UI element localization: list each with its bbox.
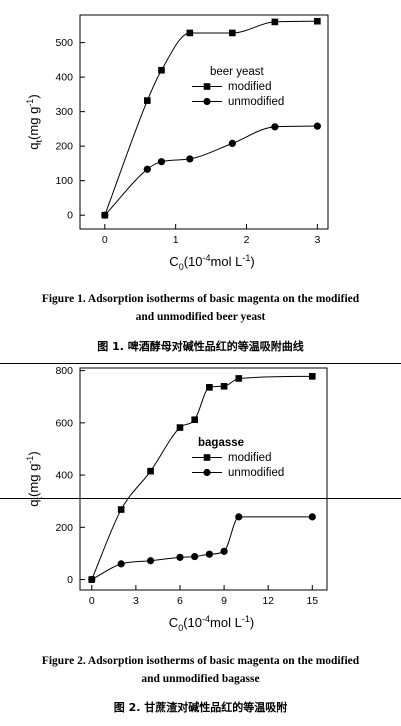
modified-data-point: [191, 416, 198, 424]
y-tick-label: 600: [55, 417, 73, 429]
legend-title: bagasse: [198, 437, 244, 449]
x-tick-label: 3: [133, 595, 139, 607]
x-tick-label: 1: [173, 234, 179, 246]
modified-data-point: [271, 18, 279, 26]
modified-data-point: [308, 373, 316, 380]
y-axis-label: qt(mg g-1): [25, 94, 44, 149]
chart-1: 0 1 2 3 0 100 200 300 400 500 C0(10-4mol L-1) qt(mg…: [25, 14, 329, 272]
modified-data-point: [206, 384, 213, 391]
x-tick-label: 0: [102, 234, 108, 246]
legend-title: beer yeast: [210, 66, 265, 78]
unmodified-data-point: [176, 553, 184, 561]
chart-2-frame: [79, 367, 328, 591]
modified-data-point: [144, 97, 151, 104]
legend-label-modified: modified: [228, 81, 271, 93]
chart-2: 0 3 6 9 12 15 0 200 400 600 800 C0(10-4mol L-1) qt(m…: [25, 365, 328, 633]
modified-data-point: [235, 375, 243, 382]
figure-1-caption-line-1: Figure 1. Adsorption isotherms of basic …: [41, 293, 360, 305]
y-tick-label: 800: [55, 365, 73, 377]
unmodified-data-point: [157, 158, 166, 166]
series-unmodified-line: [104, 125, 318, 216]
unmodified-data-point: [88, 575, 96, 584]
unmodified-data-point: [271, 123, 279, 131]
x-tick-label: 15: [306, 595, 318, 607]
x-axis-label: C0(10-4mol L-1): [169, 614, 254, 633]
chart-1-legend: beer yeast modified unmodified: [192, 66, 284, 108]
y-tick-label: 100: [55, 175, 73, 187]
legend-marker-circle: [203, 468, 211, 477]
modified-data-point: [147, 467, 154, 475]
legend-marker-circle: [203, 97, 211, 106]
legend-marker-square: [203, 83, 211, 90]
legend-label-unmodified: unmodified: [228, 467, 284, 479]
y-tick-label: 200: [55, 522, 73, 534]
y-axis-label: qt(mg g-1): [25, 451, 44, 506]
y-tick-label: 400: [55, 470, 73, 482]
unmodified-data-point: [228, 139, 236, 147]
x-tick-label: 2: [244, 234, 250, 246]
unmodified-data-point: [205, 550, 213, 558]
modified-data-point: [186, 29, 194, 37]
figure-1-caption-line-2: and unmodified beer yeast: [135, 311, 266, 323]
x-tick-label: 6: [177, 595, 183, 607]
y-tick-label: 500: [55, 37, 73, 49]
legend-label-unmodified: unmodified: [228, 96, 284, 108]
x-tick-label: 9: [221, 595, 227, 607]
legend-label-modified: modified: [228, 452, 271, 464]
modified-data-point: [158, 66, 165, 74]
figure-2-caption-line-1: Figure 2. Adsorption isotherms of basic …: [41, 655, 360, 667]
figure-2-caption-line-2: and unmodified bagasse: [141, 673, 260, 685]
unmodified-data-point: [146, 557, 155, 565]
figure-1-caption-en: Figure 1. Adsorption isotherms of basic …: [0, 290, 401, 326]
y-tick-label: 200: [55, 141, 73, 153]
legend-marker-square: [203, 454, 211, 461]
unmodified-data-point: [220, 547, 228, 555]
separator-line-middle: [0, 498, 401, 499]
chart-2-legend: bagasse modified unmodified: [192, 437, 284, 479]
series-modified-line: [104, 20, 318, 216]
modified-data-point: [220, 382, 228, 390]
unmodified-data-point: [235, 513, 243, 521]
x-tick-label: 3: [314, 234, 320, 246]
y-tick-label: 0: [67, 210, 73, 222]
figure-2-caption-en: Figure 2. Adsorption isotherms of basic …: [0, 652, 401, 688]
x-tick-label: 0: [89, 595, 95, 607]
modified-data-point: [314, 17, 321, 25]
y-tick-label: 300: [55, 106, 73, 118]
unmodified-data-point: [117, 560, 125, 568]
modified-data-point: [229, 29, 236, 37]
series-unmodified-line: [91, 516, 313, 580]
unmodified-data-point: [313, 122, 321, 130]
figure-1-caption-zh: 图 1. 啤酒酵母对碱性品红的等温吸附曲线: [97, 340, 304, 353]
unmodified-data-point: [143, 165, 151, 173]
unmodified-data-point: [191, 552, 199, 561]
y-tick-label: 0: [67, 574, 73, 586]
unmodified-data-point: [308, 513, 316, 521]
y-tick-label: 400: [55, 72, 73, 84]
x-tick-label: 12: [262, 595, 274, 607]
chart-1-frame: [79, 14, 329, 230]
unmodified-data-point: [101, 211, 109, 219]
modified-data-point: [117, 506, 125, 513]
unmodified-data-point: [186, 155, 194, 163]
separator-line-top: [0, 363, 401, 364]
x-axis-label: C0(10-4mol L-1): [169, 253, 254, 272]
modified-data-point: [176, 424, 184, 431]
figure-2-caption-zh: 图 2. 甘蔗渣对碱性品红的等温吸附: [113, 701, 288, 714]
